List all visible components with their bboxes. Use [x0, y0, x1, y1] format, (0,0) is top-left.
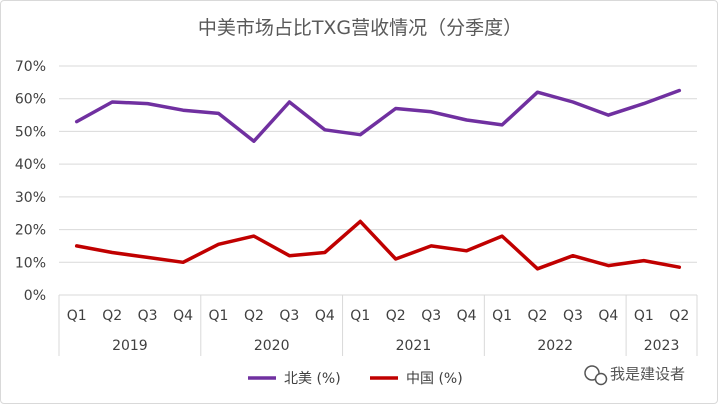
x-tick-label: Q4: [173, 308, 193, 324]
data-point: [678, 265, 681, 269]
data-point: [217, 243, 220, 246]
data-point: [359, 220, 362, 223]
data-point: [75, 120, 78, 123]
data-point: [323, 251, 327, 254]
y-tick-label: 10%: [15, 255, 46, 271]
y-tick-label: 50%: [15, 124, 46, 140]
data-point: [500, 123, 504, 127]
data-point: [571, 100, 575, 104]
data-point: [642, 259, 646, 262]
x-tick-label: Q4: [457, 308, 477, 324]
data-point: [110, 100, 114, 104]
data-point: [394, 107, 397, 110]
data-point: [75, 244, 78, 248]
legend-label-0: 北美 (%): [284, 371, 341, 387]
data-point: [181, 261, 185, 264]
x-group-label: 2020: [254, 338, 290, 354]
x-tick-label: Q3: [279, 308, 299, 324]
legend-label-1: 中国 (%): [406, 371, 463, 387]
x-tick-label: Q4: [598, 308, 618, 324]
data-point: [359, 133, 362, 136]
y-tick-label: 20%: [15, 223, 46, 239]
x-group-label: 2021: [396, 338, 432, 354]
y-tick-label: 70%: [15, 59, 46, 75]
watermark-text: 我是建设者: [610, 365, 685, 383]
x-tick-label: Q1: [67, 308, 87, 324]
y-axis-ticks: 0% 10% 20% 30% 40% 50% 60% 70%: [15, 59, 46, 304]
x-group-label: 2019: [112, 338, 148, 354]
data-point: [465, 118, 468, 122]
watermark: 我是建设者: [584, 365, 685, 386]
y-tick-label: 0%: [24, 288, 46, 304]
y-tick-label: 30%: [15, 190, 46, 206]
x-tick-label: Q3: [563, 308, 583, 324]
data-point: [536, 267, 539, 271]
data-point: [288, 254, 291, 257]
chart-title: 中美市场占比TXG营收情况（分季度）: [198, 17, 522, 39]
data-point: [429, 110, 433, 114]
y-tick-label: 40%: [15, 157, 46, 173]
data-point: [252, 234, 256, 238]
data-point: [110, 251, 114, 254]
data-point: [181, 108, 185, 112]
y-tick-label: 60%: [15, 92, 46, 108]
data-point: [571, 254, 575, 257]
x-tick-label: Q4: [315, 308, 335, 324]
data-point: [678, 89, 681, 92]
data-point: [607, 113, 610, 117]
x-tick-label: Q3: [138, 308, 158, 324]
x-tick-label: Q2: [244, 308, 264, 324]
x-tick-label: Q2: [669, 308, 689, 324]
data-point: [217, 112, 220, 115]
series-lines: [74, 88, 682, 271]
data-point: [146, 256, 149, 259]
data-point: [288, 100, 291, 104]
x-tick-label: Q2: [386, 308, 406, 324]
data-point: [429, 244, 433, 248]
data-point: [607, 264, 610, 267]
data-point: [394, 257, 397, 261]
x-tick-label: Q2: [528, 308, 548, 324]
gridlines: [59, 65, 697, 296]
data-point: [465, 249, 468, 253]
wechat-logo-icon: [584, 365, 608, 386]
data-point: [323, 128, 327, 131]
data-point: [642, 102, 646, 105]
x-group-label: 2023: [644, 338, 680, 354]
series-line-1: [74, 219, 682, 271]
series-line-0: [74, 88, 682, 143]
x-tick-label: Q3: [421, 308, 441, 324]
x-tick-label: Q2: [102, 308, 122, 324]
data-point: [536, 90, 539, 94]
x-axis: Q1 Q2 Q3 Q4 Q1 Q2 Q3 Q4 Q1 Q2 Q3 Q4 Q1 Q2 Q3 Q4 Q1 Q2 2019…: [58, 295, 698, 356]
x-tick-label: Q1: [350, 308, 370, 324]
data-point: [500, 234, 504, 238]
data-point: [252, 140, 256, 143]
x-tick-label: Q1: [492, 308, 512, 324]
legend: 北美 (%) 中国 (%): [248, 371, 463, 387]
x-tick-label: Q1: [209, 308, 229, 324]
x-group-label: 2022: [537, 338, 573, 354]
x-tick-label: Q1: [634, 308, 654, 324]
data-point: [146, 102, 149, 105]
